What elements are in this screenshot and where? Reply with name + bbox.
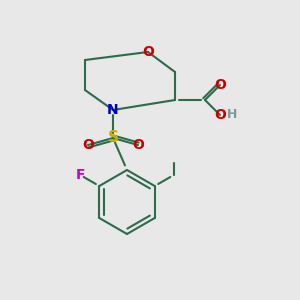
Text: O: O [214,108,226,122]
Text: N: N [107,103,119,117]
Text: O: O [132,138,144,152]
Text: O: O [142,45,154,59]
Text: O: O [82,138,94,152]
Text: O: O [214,78,226,92]
Text: S: S [107,130,118,146]
Text: F: F [76,168,85,182]
Text: H: H [227,109,237,122]
